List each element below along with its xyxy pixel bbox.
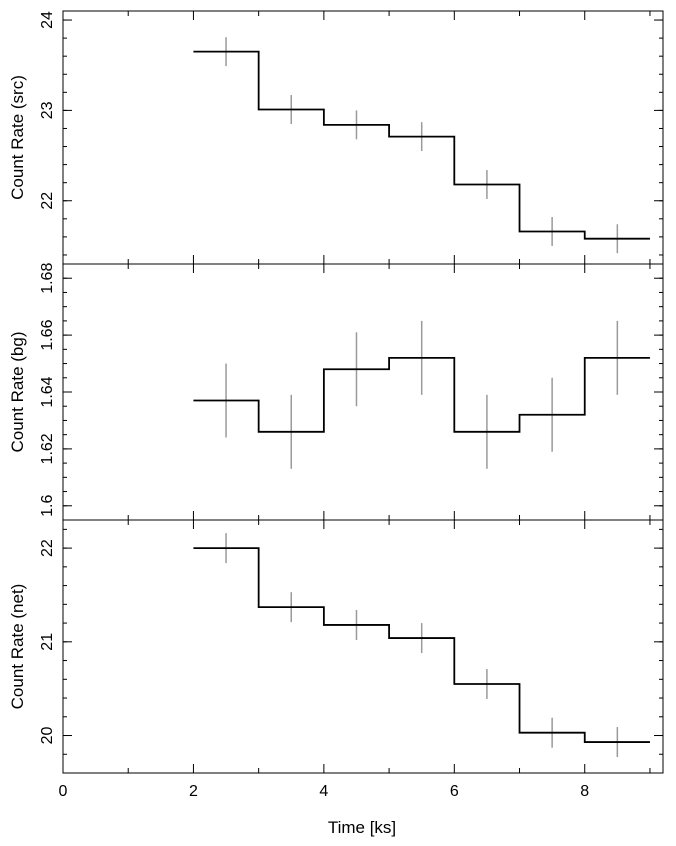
y-tick-label: 21	[39, 633, 56, 651]
panel-1: 22 23 24 Count Rate (src)	[8, 10, 664, 265]
panel-3: 20 21 22 Count Rate (net)	[8, 519, 664, 774]
y-tick-label: 1.64	[39, 376, 56, 407]
x-tick-label: 8	[580, 783, 589, 800]
y-tick-label: 22	[39, 539, 56, 557]
step-line	[193, 547, 650, 743]
y-axis-title: Count Rate (bg)	[8, 332, 27, 453]
x-tick-label: 2	[189, 783, 198, 800]
y-axis-title: Count Rate (src)	[8, 75, 27, 200]
step-line	[193, 50, 650, 240]
panel-frame	[62, 10, 664, 265]
step-line	[193, 356, 650, 433]
y-tick-label: 22	[39, 192, 56, 210]
y-tick-label: 24	[39, 11, 56, 29]
y-tick-label: 1.6	[39, 495, 56, 517]
y-tick-label: 1.62	[39, 433, 56, 464]
x-axis-title: Time [ks]	[328, 818, 396, 837]
x-axis: 0 2 4 6 8	[59, 783, 590, 800]
x-tick-label: 0	[59, 783, 68, 800]
y-tick-label: 1.66	[39, 319, 56, 350]
panel-frame	[62, 263, 664, 521]
y-tick-label: 23	[39, 101, 56, 119]
panel-2: 1.6 1.62 1.64 1.66 1.68 Count Rate (bg)	[8, 263, 664, 521]
y-tick-label: 20	[39, 727, 56, 745]
x-tick-label: 6	[450, 783, 459, 800]
panel-frame	[62, 519, 664, 774]
y-axis-title: Count Rate (net)	[8, 584, 27, 710]
x-tick-label: 4	[319, 783, 328, 800]
y-tick-label: 1.68	[39, 263, 56, 294]
